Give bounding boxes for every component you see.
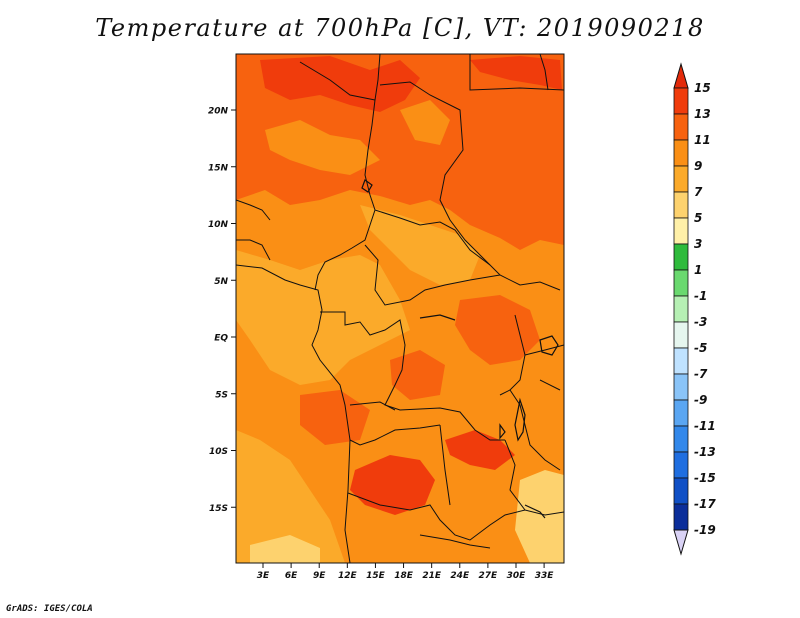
lat-tick-label: 5S <box>215 390 228 400</box>
colorbar-label: -13 <box>694 445 716 459</box>
lon-tick-label: 30E <box>507 571 527 581</box>
lat-tick-label: EQ <box>214 334 228 344</box>
colorbar-min-triangle <box>673 529 689 556</box>
colorbar-bin <box>673 451 689 479</box>
lat-tick-label: 20N <box>208 107 229 117</box>
colorbar-label: 3 <box>694 237 702 251</box>
lon-tick-label: 33E <box>535 571 555 581</box>
lat-tick-label: 10S <box>209 447 228 457</box>
country-borders <box>236 54 564 563</box>
lon-tick-label: 6E <box>285 571 298 581</box>
colorbar-label: -15 <box>694 471 716 485</box>
temperature-field <box>236 54 564 563</box>
lakes <box>361 179 559 519</box>
colorbar-bin <box>673 243 689 271</box>
lon-tick-label: 15E <box>366 571 386 581</box>
colorbar-bin <box>673 165 689 193</box>
colorbar-label: 7 <box>694 185 703 199</box>
colorbar-label: -1 <box>694 289 707 303</box>
colorbar-bin <box>673 503 689 531</box>
lon-tick-label: 21E <box>422 571 442 581</box>
lat-tick-label: 15N <box>208 163 229 173</box>
lon-tick-label: 18E <box>394 571 414 581</box>
colorbar-bin <box>673 347 689 375</box>
colorbar-label: 15 <box>694 81 711 95</box>
colorbar-label: -7 <box>694 367 708 381</box>
lon-tick-label: 12E <box>338 571 358 581</box>
colorbar-bin <box>673 321 689 349</box>
colorbar-bin <box>673 217 689 245</box>
colorbar-bin <box>673 191 689 219</box>
colorbar-label: -11 <box>694 419 716 433</box>
longitude-axis: 3E 6E 9E 12E 15E 18E 21E 24E 27E 30E 33E <box>257 563 554 581</box>
lon-tick-label: 3E <box>257 571 270 581</box>
lon-tick-label: 27E <box>479 571 499 581</box>
credit-label: GrADS: IGES/COLA <box>6 604 93 614</box>
colorbar-bin <box>673 87 689 115</box>
lat-tick-label: 5N <box>214 277 228 287</box>
colorbar: 15 13 11 9 7 5 3 1 -1 -3 -5 -7 -9 -11 -13 -15 -17 -19 <box>673 62 716 556</box>
latitude-axis: 20N 15N 10N 5N EQ 5S 10S 15S <box>208 107 236 514</box>
colorbar-label: -5 <box>694 341 707 355</box>
colorbar-label: -17 <box>694 497 716 511</box>
colorbar-bin <box>673 477 689 505</box>
map-frame <box>235 53 565 564</box>
lon-tick-label: 9E <box>313 571 326 581</box>
colorbar-bin <box>673 113 689 141</box>
colorbar-label: 11 <box>694 133 711 147</box>
lat-tick-label: 15S <box>209 504 228 514</box>
colorbar-bin <box>673 425 689 453</box>
colorbar-label: -9 <box>694 393 707 407</box>
colorbar-bin <box>673 295 689 323</box>
lon-tick-label: 24E <box>450 571 470 581</box>
colorbar-label: 5 <box>694 211 702 225</box>
colorbar-label: 9 <box>694 159 702 173</box>
colorbar-bin <box>673 139 689 167</box>
lat-tick-label: 10N <box>208 220 229 230</box>
colorbar-max-triangle <box>673 62 689 89</box>
colorbar-label: 13 <box>694 107 711 121</box>
colorbar-bin <box>673 399 689 427</box>
colorbar-label: 1 <box>694 263 702 277</box>
chart-title: Temperature at 700hPa [C], VT: 201909021… <box>95 14 705 42</box>
colorbar-bin <box>673 269 689 297</box>
colorbar-label: -3 <box>694 315 707 329</box>
colorbar-bin <box>673 373 689 401</box>
colorbar-label: -19 <box>694 523 716 537</box>
